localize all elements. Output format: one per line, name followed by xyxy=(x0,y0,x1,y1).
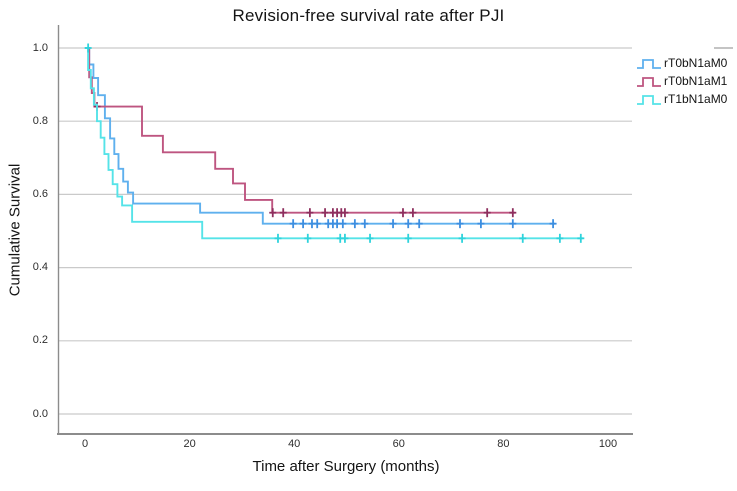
top-right-gridline-fragment xyxy=(714,47,733,49)
legend-label: rT0bN1aM1 xyxy=(664,74,728,88)
survival-curve-rT0bN1aM1 xyxy=(85,47,515,214)
legend-entry: rT1bN1aM0 xyxy=(636,90,727,108)
y-tick-label: 0.6 xyxy=(32,187,48,200)
y-tick-label: 0.2 xyxy=(32,334,48,347)
legend: rT0bN1aM0 rT0bN1aM1 rT1bN1aM0 xyxy=(636,54,727,108)
y-tick-label: 1.0 xyxy=(32,41,48,54)
legend-label: rT0bN1aM0 xyxy=(664,56,728,70)
y-tick-label: 0.8 xyxy=(32,114,48,127)
legend-entry: rT0bN1aM0 xyxy=(636,54,727,72)
x-tick-label: 100 xyxy=(598,438,618,450)
x-tick-label: 60 xyxy=(392,438,405,450)
legend-step-swatch-icon xyxy=(637,76,661,87)
x-axis-label: Time after Surgery (months) xyxy=(252,458,440,475)
y-tick-label: 0.0 xyxy=(32,407,48,420)
y-tick-label: 0.4 xyxy=(32,261,48,274)
survival-curve-rT0bN1aM0 xyxy=(85,47,556,225)
legend-label: rT1bN1aM0 xyxy=(664,92,728,106)
x-tick-label: 20 xyxy=(183,438,196,450)
survival-curve-rT1bN1aM0 xyxy=(85,47,583,240)
x-tick-label: 40 xyxy=(288,438,301,450)
chart-title: Revision-free survival rate after PJI xyxy=(232,6,505,25)
legend-step-swatch-icon xyxy=(637,58,661,69)
legend-entry: rT0bN1aM1 xyxy=(636,72,727,90)
x-tick-label: 0 xyxy=(81,438,89,450)
x-tick-label: 80 xyxy=(497,438,510,450)
legend-step-swatch-icon xyxy=(637,94,661,105)
